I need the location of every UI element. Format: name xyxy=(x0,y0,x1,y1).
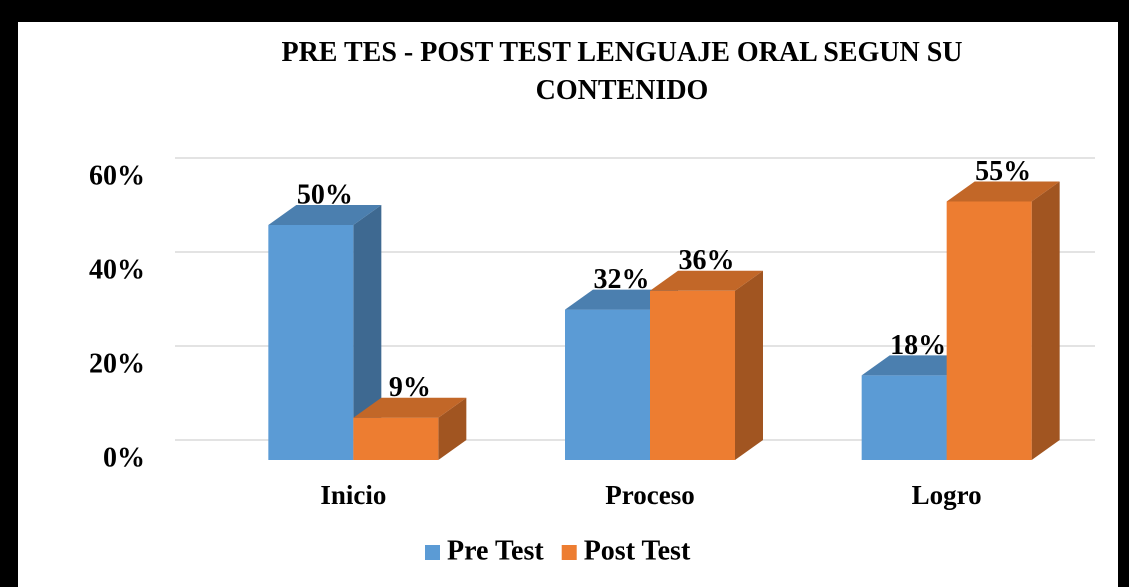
bar-side xyxy=(1031,181,1060,460)
legend-swatch xyxy=(425,545,440,560)
bar-front xyxy=(268,225,354,460)
bar-front xyxy=(650,290,735,460)
bar xyxy=(268,205,382,460)
bar xyxy=(650,270,763,460)
legend-swatch xyxy=(561,545,577,560)
bar-top xyxy=(946,181,1060,202)
y-tick-label: 60% xyxy=(89,160,145,191)
data-label: 55% xyxy=(975,156,1031,187)
bar-front xyxy=(946,201,1032,460)
bar xyxy=(946,181,1060,460)
legend-label: Post Test xyxy=(584,535,691,566)
data-label: 9% xyxy=(389,372,431,403)
chart-area xyxy=(18,22,1118,587)
y-tick-label: 0% xyxy=(103,442,145,473)
bar-front xyxy=(861,375,947,460)
bar-side xyxy=(735,270,763,460)
bar-front xyxy=(353,417,439,460)
y-tick-label: 40% xyxy=(89,254,145,285)
data-label: 18% xyxy=(890,330,946,361)
chart-title: PRE TES - POST TEST LENGUAJE ORAL SEGUN … xyxy=(281,37,963,106)
bar-top xyxy=(353,397,467,418)
bar-front xyxy=(565,309,650,460)
bar-top xyxy=(650,270,763,291)
bar-top xyxy=(565,289,678,310)
x-tick-label: Proceso xyxy=(605,480,694,510)
data-label: 50% xyxy=(297,179,353,210)
data-label: 36% xyxy=(679,245,735,276)
bar-top xyxy=(268,205,382,225)
bar-side xyxy=(438,397,467,460)
x-tick-label: Inicio xyxy=(320,480,386,510)
bar xyxy=(353,397,467,460)
bar-top xyxy=(861,355,975,376)
y-tick-label: 20% xyxy=(89,348,145,379)
bar-side xyxy=(353,205,382,460)
x-tick-label: Logro xyxy=(912,480,982,510)
data-label: 32% xyxy=(594,264,650,295)
legend-label: Pre Test xyxy=(447,535,544,566)
